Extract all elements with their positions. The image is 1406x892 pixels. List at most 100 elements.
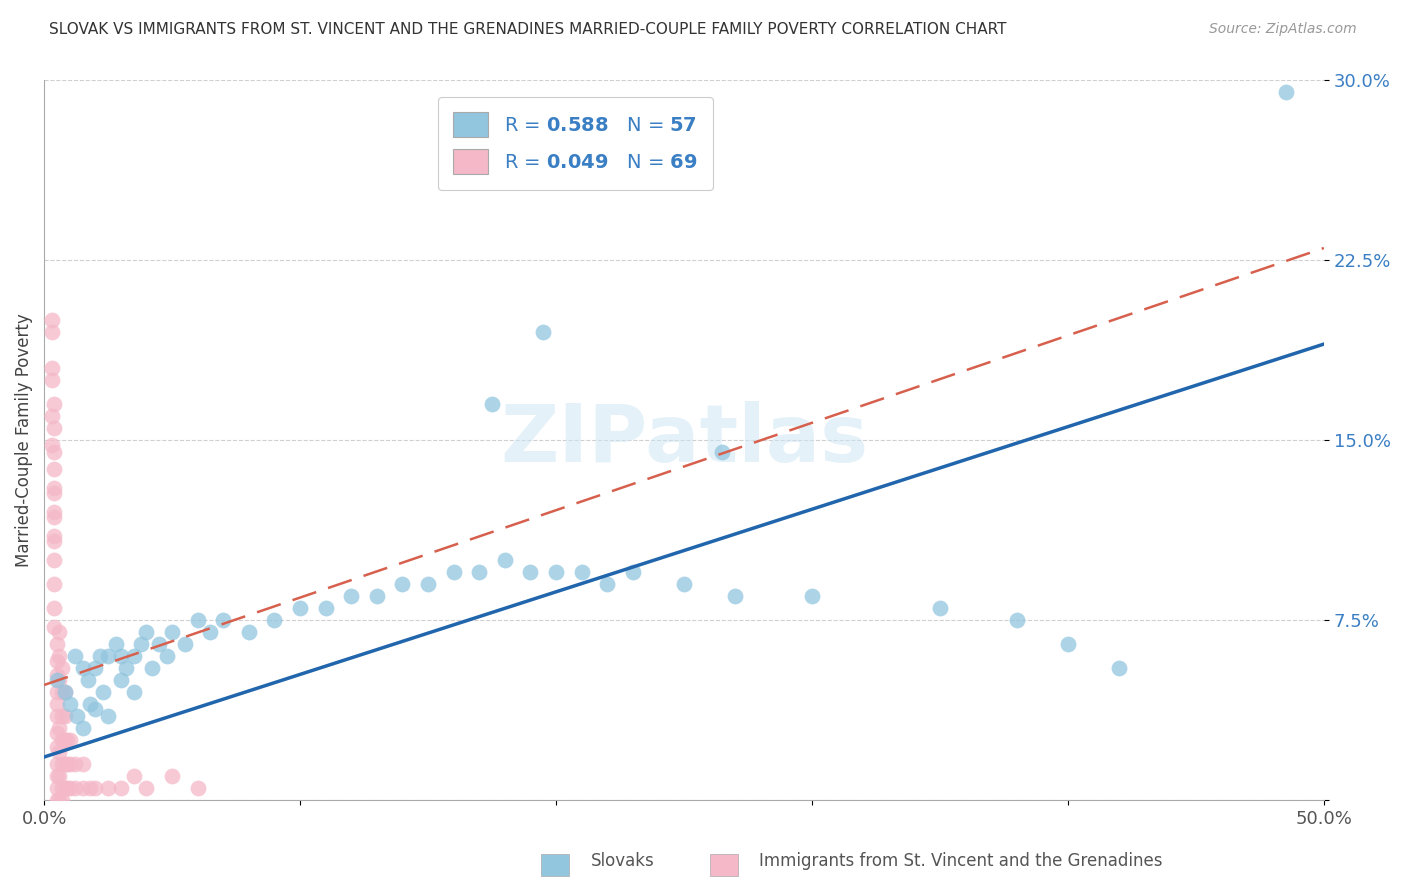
Point <box>148 637 170 651</box>
Point <box>91 685 114 699</box>
Point <box>53 733 76 747</box>
Point <box>97 709 120 723</box>
Point <box>122 769 145 783</box>
Point <box>51 781 73 796</box>
Point <box>59 733 82 747</box>
Point <box>45 793 67 807</box>
Point <box>571 565 593 579</box>
Point <box>45 740 67 755</box>
Point <box>44 620 66 634</box>
Point <box>115 661 138 675</box>
Point <box>59 697 82 711</box>
Point <box>45 781 67 796</box>
Point <box>44 529 66 543</box>
Point <box>56 757 79 772</box>
Point <box>104 637 127 651</box>
Point <box>1108 661 1130 675</box>
Point <box>468 565 491 579</box>
Text: SLOVAK VS IMMIGRANTS FROM ST. VINCENT AND THE GRENADINES MARRIED-COUPLE FAMILY P: SLOVAK VS IMMIGRANTS FROM ST. VINCENT AN… <box>49 22 1007 37</box>
Point <box>51 733 73 747</box>
Point <box>48 769 70 783</box>
Point <box>84 661 107 675</box>
Text: Source: ZipAtlas.com: Source: ZipAtlas.com <box>1209 22 1357 37</box>
Point <box>97 649 120 664</box>
Point <box>315 601 337 615</box>
Point <box>443 565 465 579</box>
Point <box>366 589 388 603</box>
Point <box>621 565 644 579</box>
Point <box>41 438 63 452</box>
Point <box>122 649 145 664</box>
Point <box>56 781 79 796</box>
Point <box>160 625 183 640</box>
Point <box>122 685 145 699</box>
Point <box>238 625 260 640</box>
Point <box>66 709 89 723</box>
Point <box>41 325 63 339</box>
Point <box>44 577 66 591</box>
Point <box>45 654 67 668</box>
Point <box>1274 85 1296 99</box>
Point <box>53 781 76 796</box>
Point <box>41 313 63 327</box>
Point <box>45 673 67 688</box>
Point <box>724 589 747 603</box>
Point <box>72 721 94 735</box>
Point <box>531 325 554 339</box>
Point <box>48 745 70 759</box>
Point <box>141 661 163 675</box>
Point <box>72 781 94 796</box>
Point <box>45 637 67 651</box>
Point <box>801 589 824 603</box>
Point <box>79 781 101 796</box>
Point <box>44 397 66 411</box>
Point <box>51 685 73 699</box>
Point <box>59 757 82 772</box>
Point <box>187 781 209 796</box>
Legend: R = $\mathbf{0.588}$   N = $\mathbf{57}$, R = $\mathbf{0.049}$   N = $\mathbf{69: R = $\mathbf{0.588}$ N = $\mathbf{57}$, … <box>437 97 713 190</box>
Point <box>200 625 222 640</box>
Point <box>187 613 209 627</box>
Point <box>45 757 67 772</box>
Point <box>63 649 86 664</box>
Point <box>79 697 101 711</box>
Point <box>44 445 66 459</box>
Point <box>481 397 503 411</box>
Point <box>929 601 952 615</box>
Point <box>131 637 153 651</box>
Point <box>51 793 73 807</box>
Point <box>84 702 107 716</box>
Point <box>44 486 66 500</box>
Point <box>160 769 183 783</box>
Point <box>110 649 132 664</box>
Point <box>263 613 285 627</box>
Text: Slovaks: Slovaks <box>591 852 654 870</box>
Point <box>519 565 541 579</box>
Point <box>494 553 516 567</box>
Point <box>711 445 734 459</box>
Point <box>44 510 66 524</box>
Point <box>76 673 98 688</box>
Point <box>340 589 363 603</box>
Point <box>288 601 311 615</box>
Point <box>63 781 86 796</box>
Point <box>44 553 66 567</box>
Point <box>48 673 70 688</box>
Point <box>44 533 66 548</box>
Point <box>45 685 67 699</box>
Point <box>72 661 94 675</box>
Point <box>544 565 567 579</box>
Point <box>135 625 157 640</box>
Point <box>41 361 63 376</box>
Text: ZIPatlas: ZIPatlas <box>501 401 868 479</box>
Point <box>110 781 132 796</box>
Point <box>156 649 179 664</box>
Point <box>44 462 66 476</box>
Point <box>1057 637 1080 651</box>
Point <box>41 373 63 387</box>
Point <box>48 721 70 735</box>
Point <box>44 481 66 495</box>
Point <box>72 757 94 772</box>
Point <box>41 409 63 423</box>
Point <box>53 709 76 723</box>
